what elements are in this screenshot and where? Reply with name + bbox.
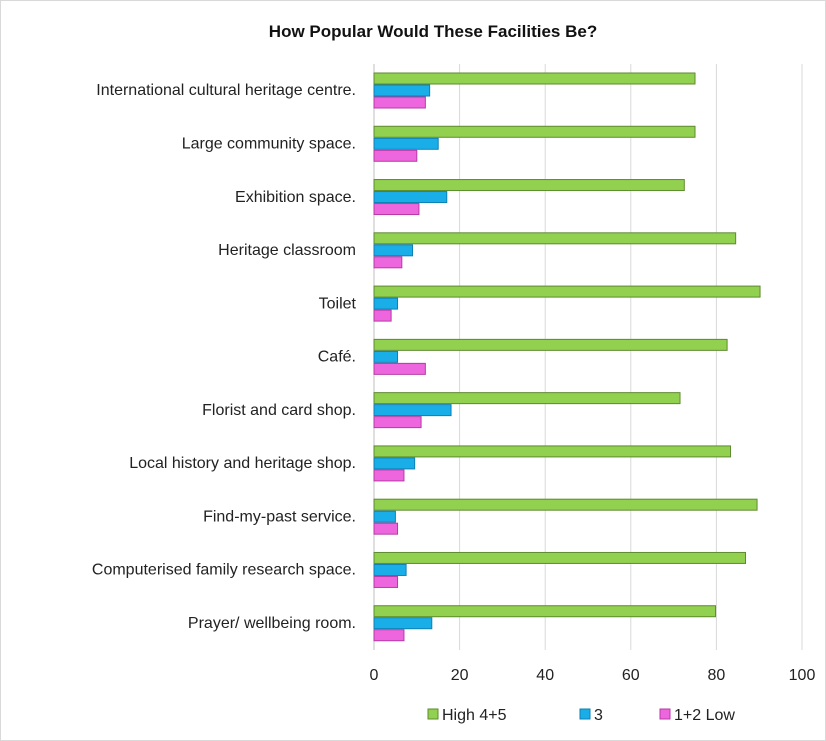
- bars: [373, 72, 761, 642]
- bar: [373, 96, 426, 109]
- bar: [373, 72, 696, 85]
- x-tick-label: 0: [370, 667, 379, 684]
- bar: [373, 563, 407, 576]
- x-tick-label: 20: [451, 667, 469, 684]
- bar: [373, 522, 399, 535]
- bar: [373, 203, 420, 216]
- bar: [373, 191, 448, 204]
- chart-title: How Popular Would These Facilities Be?: [269, 22, 597, 41]
- legend-entry: High 4+5: [442, 707, 507, 724]
- legend-swatch: [659, 708, 671, 720]
- category-label: Exhibition space.: [235, 189, 356, 206]
- bar: [373, 416, 422, 429]
- bar: [373, 84, 431, 97]
- bar: [373, 457, 416, 470]
- category-label: Café.: [318, 349, 356, 366]
- bar: [373, 149, 418, 162]
- bar: [373, 469, 405, 482]
- legend-entry: 3: [594, 707, 603, 724]
- bar: [373, 256, 403, 269]
- bar: [373, 350, 399, 363]
- x-tick-label: 100: [789, 667, 816, 684]
- bar: [373, 510, 396, 523]
- category-label: Local history and heritage shop.: [129, 455, 356, 472]
- bar: [373, 338, 728, 351]
- bar: [373, 498, 758, 511]
- legend-entry: 1+2 Low: [674, 707, 735, 724]
- category-label: Toilet: [319, 295, 357, 312]
- bar: [373, 309, 392, 322]
- bar: [373, 445, 732, 458]
- bar: [373, 179, 685, 192]
- category-label: International cultural heritage centre.: [96, 82, 356, 99]
- category-label: Florist and card shop.: [202, 402, 356, 419]
- bar: [373, 362, 426, 375]
- category-label: Computerised family research space.: [92, 562, 356, 579]
- legend-swatch: [579, 708, 591, 720]
- category-label: Find-my-past service.: [203, 508, 356, 525]
- category-label: Large community space.: [182, 135, 356, 152]
- bar: [373, 575, 399, 588]
- bar: [373, 137, 439, 150]
- category-label: Heritage classroom: [218, 242, 356, 259]
- x-axis-ticks: 0 20 40 60 80 100: [370, 667, 816, 684]
- bar: [373, 617, 433, 630]
- bar: [373, 297, 399, 310]
- legend: High 4+5 3 1+2 Low: [427, 707, 735, 724]
- legend-swatch: [427, 708, 439, 720]
- bar: [373, 244, 414, 257]
- bar: [373, 551, 747, 564]
- x-tick-label: 40: [536, 667, 554, 684]
- x-tick-label: 60: [622, 667, 640, 684]
- x-tick-label: 80: [708, 667, 726, 684]
- bar: [373, 285, 761, 298]
- category-label: Prayer/ wellbeing room.: [188, 615, 356, 632]
- bar: [373, 404, 452, 417]
- bar: [373, 232, 737, 245]
- bar: [373, 605, 717, 618]
- category-labels: International cultural heritage centre. L…: [92, 82, 357, 632]
- bar: [373, 629, 405, 642]
- bar: [373, 392, 681, 405]
- bar: [373, 125, 696, 138]
